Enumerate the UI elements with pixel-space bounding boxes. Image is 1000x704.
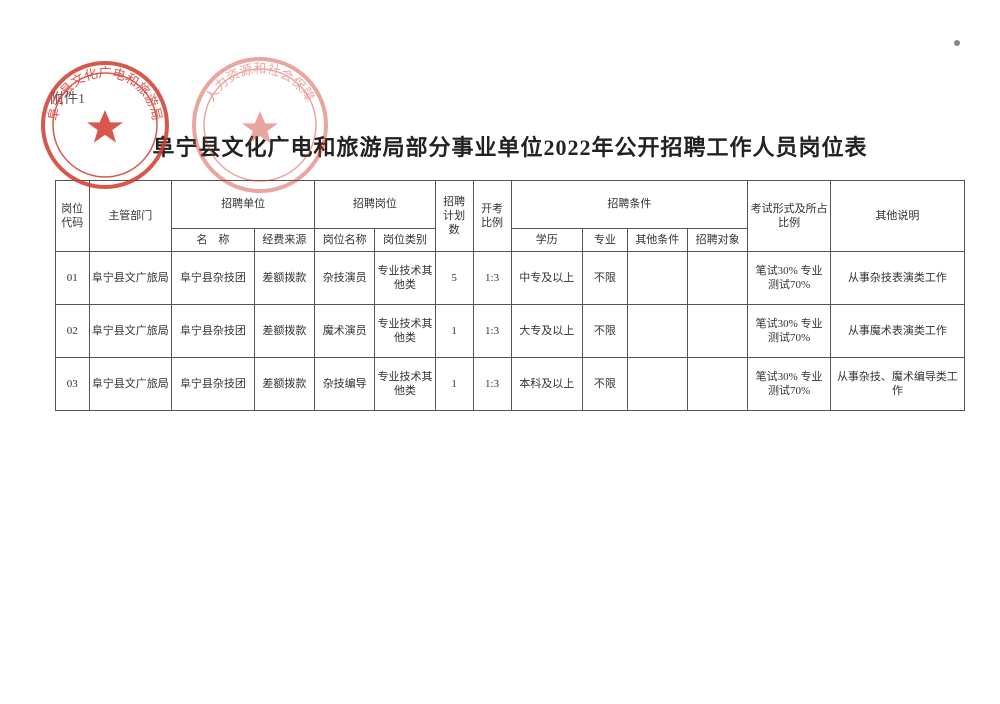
table-cell: 专业技术其他类	[375, 252, 435, 305]
table-cell: 不限	[583, 305, 628, 358]
th-unit-fund: 经费来源	[254, 229, 314, 252]
attachment-label: 附件1	[50, 88, 85, 108]
table-cell: 阜宁县文广旅局	[89, 358, 172, 411]
table-cell: 阜宁县杂技团	[172, 252, 255, 305]
th-post-group: 招聘岗位	[315, 181, 436, 229]
table-cell: 01	[56, 252, 90, 305]
table-cell: 5	[435, 252, 473, 305]
th-cond-target: 招聘对象	[687, 229, 747, 252]
table-cell: 从事杂技表演类工作	[830, 252, 964, 305]
table-cell	[687, 252, 747, 305]
table-cell: 笔试30% 专业测试70%	[748, 305, 831, 358]
table-cell	[687, 305, 747, 358]
table-cell: 杂技编导	[315, 358, 375, 411]
th-unit-name: 名 称	[172, 229, 255, 252]
table-cell	[627, 358, 687, 411]
page-title: 阜宁县文化广电和旅游局部分事业单位2022年公开招聘工作人员岗位表	[50, 130, 970, 162]
table-cell: 阜宁县杂技团	[172, 305, 255, 358]
svg-text:人力资源和社会保障: 人力资源和社会保障	[203, 61, 318, 104]
table-row: 03阜宁县文广旅局阜宁县杂技团差额拨款杂技编导专业技术其他类11:3本科及以上不…	[56, 358, 965, 411]
th-dept: 主管部门	[89, 181, 172, 252]
th-unit-group: 招聘单位	[172, 181, 315, 229]
table-cell: 阜宁县文广旅局	[89, 252, 172, 305]
table-cell: 中专及以上	[511, 252, 582, 305]
recruitment-table: 岗位代码 主管部门 招聘单位 招聘岗位 招聘计划数 开考比例 招聘条件 考试形式…	[55, 180, 965, 411]
th-post-name: 岗位名称	[315, 229, 375, 252]
corner-mark	[954, 40, 960, 46]
table-cell: 不限	[583, 252, 628, 305]
table-cell: 1	[435, 305, 473, 358]
th-exam: 考试形式及所占比例	[748, 181, 831, 252]
th-cond-group: 招聘条件	[511, 181, 748, 229]
th-cond-edu: 学历	[511, 229, 582, 252]
th-ratio: 开考比例	[473, 181, 511, 252]
official-seal-2: 人力资源和社会保障	[190, 55, 330, 195]
table-cell: 差额拨款	[254, 305, 314, 358]
table-cell: 本科及以上	[511, 358, 582, 411]
table-cell	[687, 358, 747, 411]
table-cell: 不限	[583, 358, 628, 411]
th-plan: 招聘计划数	[435, 181, 473, 252]
official-seal-1: 阜宁县文化广电和旅游局	[40, 60, 170, 190]
table-cell	[627, 252, 687, 305]
th-remark: 其他说明	[830, 181, 964, 252]
table-cell: 03	[56, 358, 90, 411]
table-cell: 专业技术其他类	[375, 305, 435, 358]
table-cell: 从事杂技、魔术编导类工作	[830, 358, 964, 411]
table-row: 01阜宁县文广旅局阜宁县杂技团差额拨款杂技演员专业技术其他类51:3中专及以上不…	[56, 252, 965, 305]
table-cell: 大专及以上	[511, 305, 582, 358]
table-cell: 差额拨款	[254, 252, 314, 305]
table-cell: 笔试30% 专业测试70%	[748, 252, 831, 305]
table-cell: 02	[56, 305, 90, 358]
table-cell	[627, 305, 687, 358]
table-row: 02阜宁县文广旅局阜宁县杂技团差额拨款魔术演员专业技术其他类11:3大专及以上不…	[56, 305, 965, 358]
table-cell: 1:3	[473, 358, 511, 411]
table-cell: 魔术演员	[315, 305, 375, 358]
table-cell: 阜宁县文广旅局	[89, 305, 172, 358]
table-cell: 1:3	[473, 305, 511, 358]
table-cell: 从事魔术表演类工作	[830, 305, 964, 358]
table-cell: 1	[435, 358, 473, 411]
table-cell: 杂技演员	[315, 252, 375, 305]
table-cell: 1:3	[473, 252, 511, 305]
th-post-type: 岗位类别	[375, 229, 435, 252]
table-cell: 笔试30% 专业测试70%	[748, 358, 831, 411]
th-cond-other: 其他条件	[627, 229, 687, 252]
table-cell: 差额拨款	[254, 358, 314, 411]
th-cond-major: 专业	[583, 229, 628, 252]
table-cell: 阜宁县杂技团	[172, 358, 255, 411]
table-cell: 专业技术其他类	[375, 358, 435, 411]
th-code: 岗位代码	[56, 181, 90, 252]
